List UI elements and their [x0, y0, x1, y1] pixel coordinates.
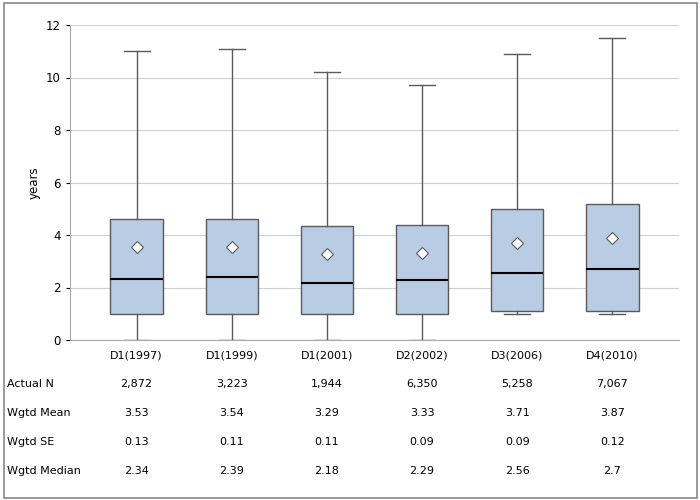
Text: 2,872: 2,872: [120, 379, 153, 389]
Text: 3,223: 3,223: [216, 379, 248, 389]
Text: 1,944: 1,944: [311, 379, 343, 389]
Text: 3.29: 3.29: [314, 408, 340, 418]
Text: 0.09: 0.09: [410, 437, 435, 447]
Text: 2.7: 2.7: [603, 466, 622, 476]
PathPatch shape: [301, 226, 353, 314]
Text: D1(1997): D1(1997): [111, 350, 163, 360]
Text: 0.12: 0.12: [600, 437, 625, 447]
Text: 3.71: 3.71: [505, 408, 530, 418]
Text: 2.56: 2.56: [505, 466, 530, 476]
Text: 2.18: 2.18: [314, 466, 340, 476]
PathPatch shape: [206, 219, 258, 314]
PathPatch shape: [111, 219, 163, 314]
Text: 5,258: 5,258: [501, 379, 533, 389]
Text: D1(2001): D1(2001): [301, 350, 353, 360]
PathPatch shape: [396, 224, 448, 314]
Text: 2.34: 2.34: [124, 466, 149, 476]
Text: 0.13: 0.13: [125, 437, 149, 447]
Text: 3.33: 3.33: [410, 408, 435, 418]
Text: 0.09: 0.09: [505, 437, 530, 447]
Text: D2(2002): D2(2002): [395, 350, 449, 360]
Text: D4(2010): D4(2010): [586, 350, 638, 360]
Text: Wgtd Mean: Wgtd Mean: [7, 408, 71, 418]
Text: D1(1999): D1(1999): [206, 350, 258, 360]
PathPatch shape: [491, 209, 543, 311]
Text: 0.11: 0.11: [220, 437, 244, 447]
Text: 2.39: 2.39: [219, 466, 244, 476]
Text: Actual N: Actual N: [7, 379, 54, 389]
Text: 0.11: 0.11: [314, 437, 340, 447]
PathPatch shape: [586, 204, 638, 311]
Text: 2.29: 2.29: [410, 466, 435, 476]
Text: 6,350: 6,350: [406, 379, 438, 389]
Text: 3.53: 3.53: [125, 408, 149, 418]
Text: Wgtd Median: Wgtd Median: [7, 466, 81, 476]
Text: 3.54: 3.54: [219, 408, 244, 418]
Text: 7,067: 7,067: [596, 379, 629, 389]
Text: Wgtd SE: Wgtd SE: [7, 437, 55, 447]
Text: 3.87: 3.87: [600, 408, 625, 418]
Text: D3(2006): D3(2006): [491, 350, 543, 360]
Y-axis label: years: years: [27, 166, 41, 199]
